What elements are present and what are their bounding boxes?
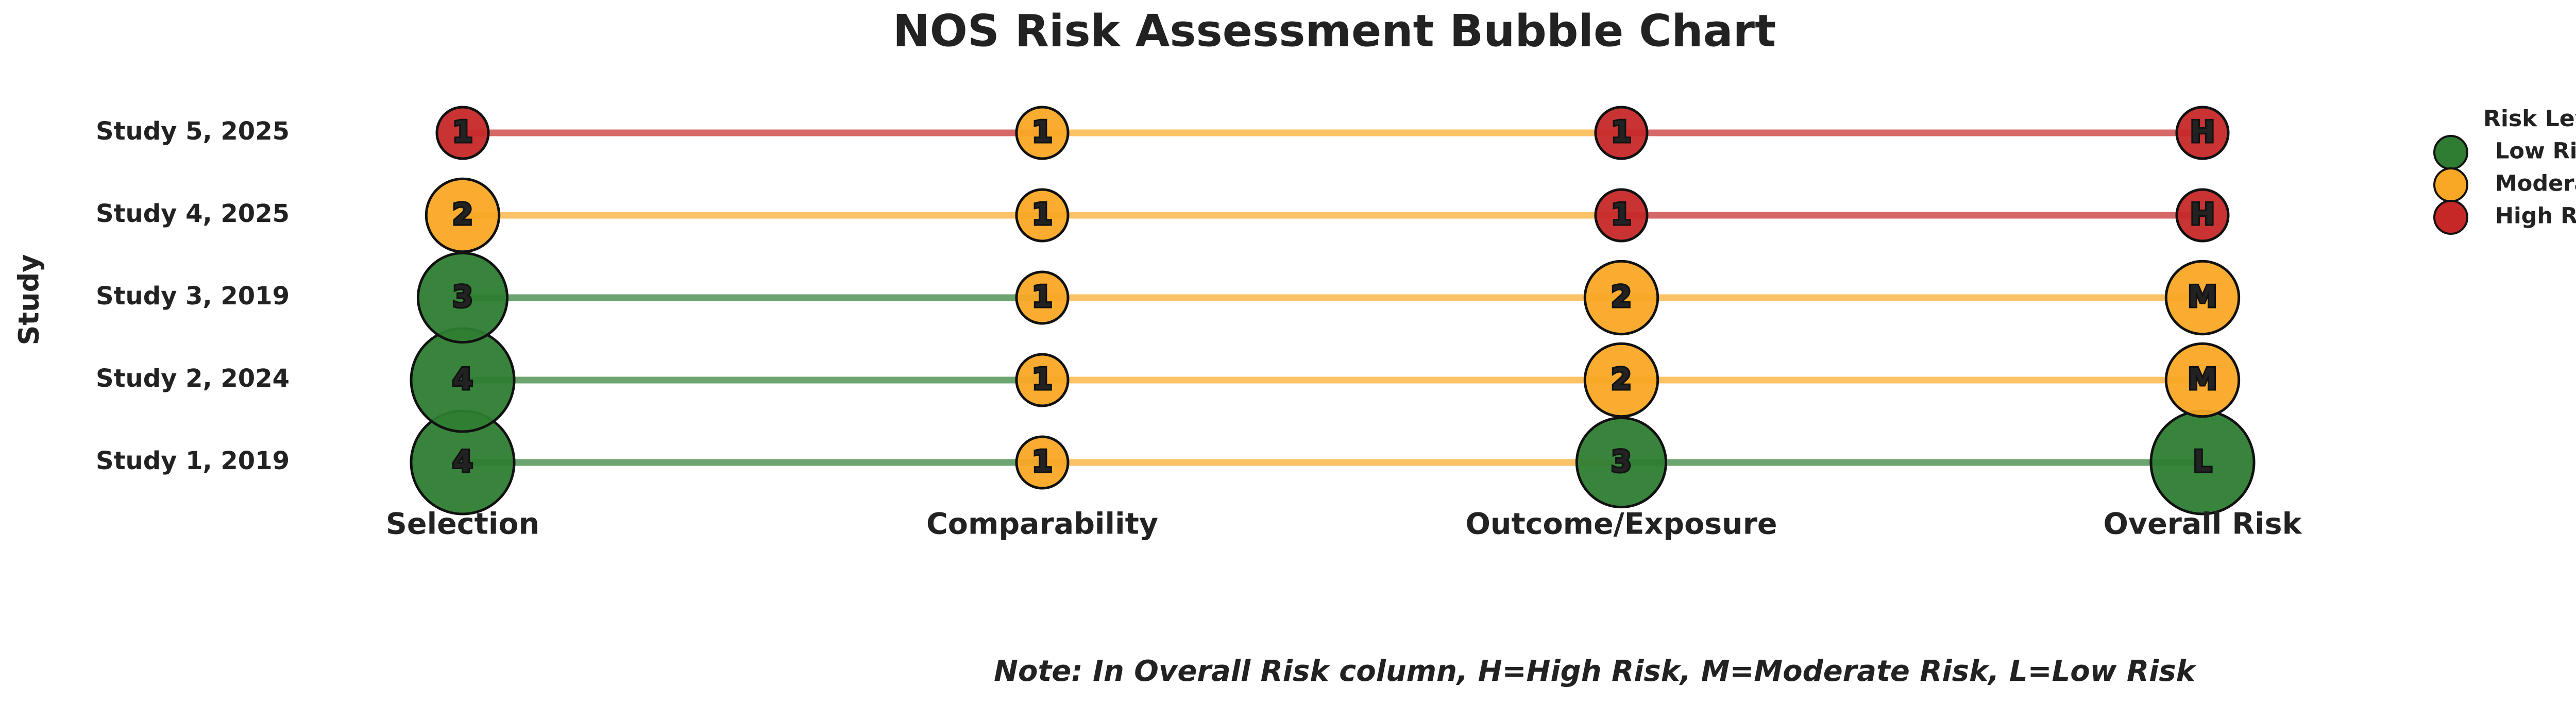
x-tick-label: Comparability (926, 507, 1158, 541)
x-tick-label: Overall Risk (2103, 507, 2302, 541)
overall-label: L (2193, 445, 2212, 479)
bubble-label: 1 (452, 115, 473, 149)
overall-label: M (2188, 280, 2217, 314)
bubble-label: 2 (452, 198, 473, 232)
overall-label: H (2190, 115, 2215, 149)
overall-label: M (2188, 363, 2217, 397)
legend-label: High Risk (2495, 203, 2576, 229)
bubble (1015, 106, 1070, 160)
bubble (1015, 435, 1070, 490)
bubble-label: 3 (452, 280, 473, 314)
y-tick-label: Study 2, 2024 (96, 364, 290, 393)
bubble-label: 1 (1032, 445, 1053, 479)
y-tick-label: Study 3, 2019 (96, 282, 290, 311)
overall-bubble (2164, 260, 2241, 336)
overall-label: H (2190, 198, 2215, 232)
bubble (1583, 260, 1659, 336)
bubble (1594, 188, 1649, 243)
legend-label: Low Risk (2495, 139, 2576, 164)
bubble (1575, 416, 1668, 509)
note: Note: In Overall Risk column, H=High Ris… (994, 655, 2197, 688)
bubble-label: 2 (1611, 280, 1632, 314)
bubble-label: 1 (1611, 115, 1632, 149)
overall-bubble (2175, 106, 2230, 160)
bubble (1594, 106, 1649, 160)
legend-swatch (2433, 167, 2468, 202)
bubble-label: 1 (1032, 280, 1053, 314)
bubble (1583, 342, 1659, 418)
bubble-label: 1 (1032, 363, 1053, 397)
legend-swatch (2433, 135, 2468, 170)
bubble-label: 1 (1611, 198, 1632, 232)
legend-label: Moderate Risk (2495, 171, 2576, 197)
bubble-label: 2 (1611, 363, 1632, 397)
legend-swatch (2433, 200, 2468, 235)
bubble-label: 4 (452, 363, 473, 397)
y-axis-label: Study (13, 254, 45, 345)
bubble-label: 1 (1032, 198, 1053, 232)
bubble-label: 1 (1032, 115, 1053, 149)
x-tick-label: Selection (386, 507, 539, 541)
bubble (435, 106, 490, 160)
connector-lines (463, 129, 2202, 466)
legend-title: Risk Level (2483, 106, 2576, 132)
bubble (1015, 188, 1070, 243)
overall-bubble (2164, 342, 2241, 418)
bubble-label: 4 (452, 445, 473, 479)
bubble (1015, 270, 1070, 325)
bubble (416, 251, 509, 344)
bubble (1015, 353, 1070, 407)
y-tick-label: Study 5, 2025 (96, 117, 290, 146)
x-tick-label: Outcome/Exposure (1465, 507, 1777, 541)
y-tick-label: Study 1, 2019 (96, 447, 290, 475)
y-tick-label: Study 4, 2025 (96, 199, 290, 228)
bubble-label: 3 (1611, 445, 1632, 479)
bubbles: 4 1 3 L 4 1 2 M 3 1 2 M 2 1 1 H 1 1 1 H (410, 106, 2256, 516)
overall-bubble (2175, 188, 2230, 243)
chart-title: NOS Risk Assessment Bubble Chart (893, 5, 1776, 57)
bubble (425, 177, 501, 253)
